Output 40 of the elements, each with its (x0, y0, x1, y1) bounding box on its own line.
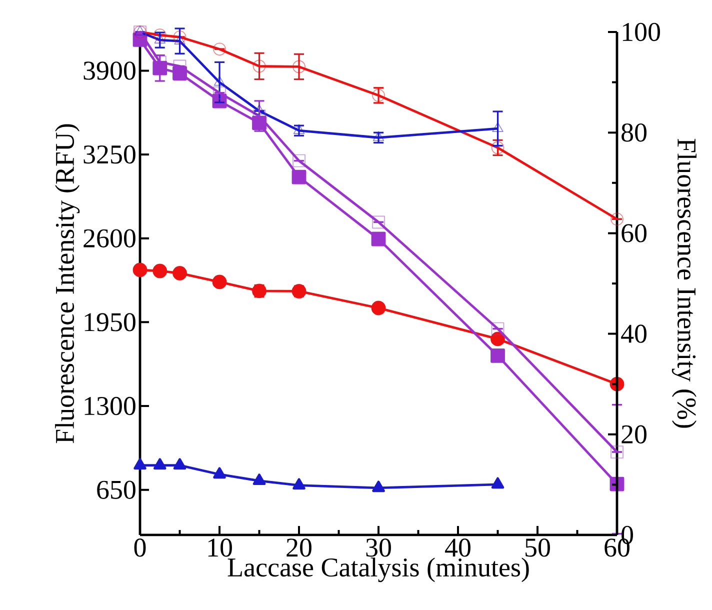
point (153, 458, 166, 470)
point (252, 474, 266, 486)
point (152, 60, 168, 76)
point (292, 478, 306, 490)
x-tick-label: 40 (445, 538, 470, 557)
point (371, 232, 386, 246)
point (491, 477, 504, 489)
x-tick-label: 20 (286, 538, 312, 557)
point (173, 458, 186, 470)
y2-axis-title: Fluorescence Intensity (%) (672, 138, 696, 428)
x-tick-label: 30 (366, 538, 391, 557)
y-tick-label: 3900 (84, 62, 136, 80)
y2-tick-label: 20 (622, 425, 646, 444)
point (490, 332, 505, 346)
y-tick-label: 1950 (84, 313, 136, 332)
y2-tick-label: 80 (622, 123, 646, 142)
y2-tick-label: 100 (622, 22, 660, 42)
point (132, 262, 148, 278)
x-tick-label: 0 (134, 538, 146, 557)
point (292, 170, 306, 184)
y-tick-label: 650 (97, 480, 136, 499)
x-tick-label: 50 (526, 538, 550, 557)
point (292, 284, 306, 298)
point (371, 300, 386, 316)
y2-tick-label: 60 (622, 224, 646, 242)
y2-tick-label: 40 (621, 324, 646, 343)
point (172, 266, 187, 280)
point (212, 274, 227, 290)
y-tick-label: 1300 (84, 396, 136, 416)
y-axis-title: Fluorescence Intensity (RFU) (55, 124, 80, 444)
point (134, 458, 146, 470)
y-tick-label: 3250 (84, 145, 136, 164)
x-axis-title: Laccase Catalysis (minutes) (228, 558, 529, 582)
point (172, 66, 187, 80)
x-tick-label: 10 (208, 538, 232, 557)
y-tick-label: 2600 (84, 229, 136, 248)
point (372, 480, 385, 492)
point (490, 348, 505, 363)
point (152, 264, 168, 278)
point (213, 467, 226, 479)
